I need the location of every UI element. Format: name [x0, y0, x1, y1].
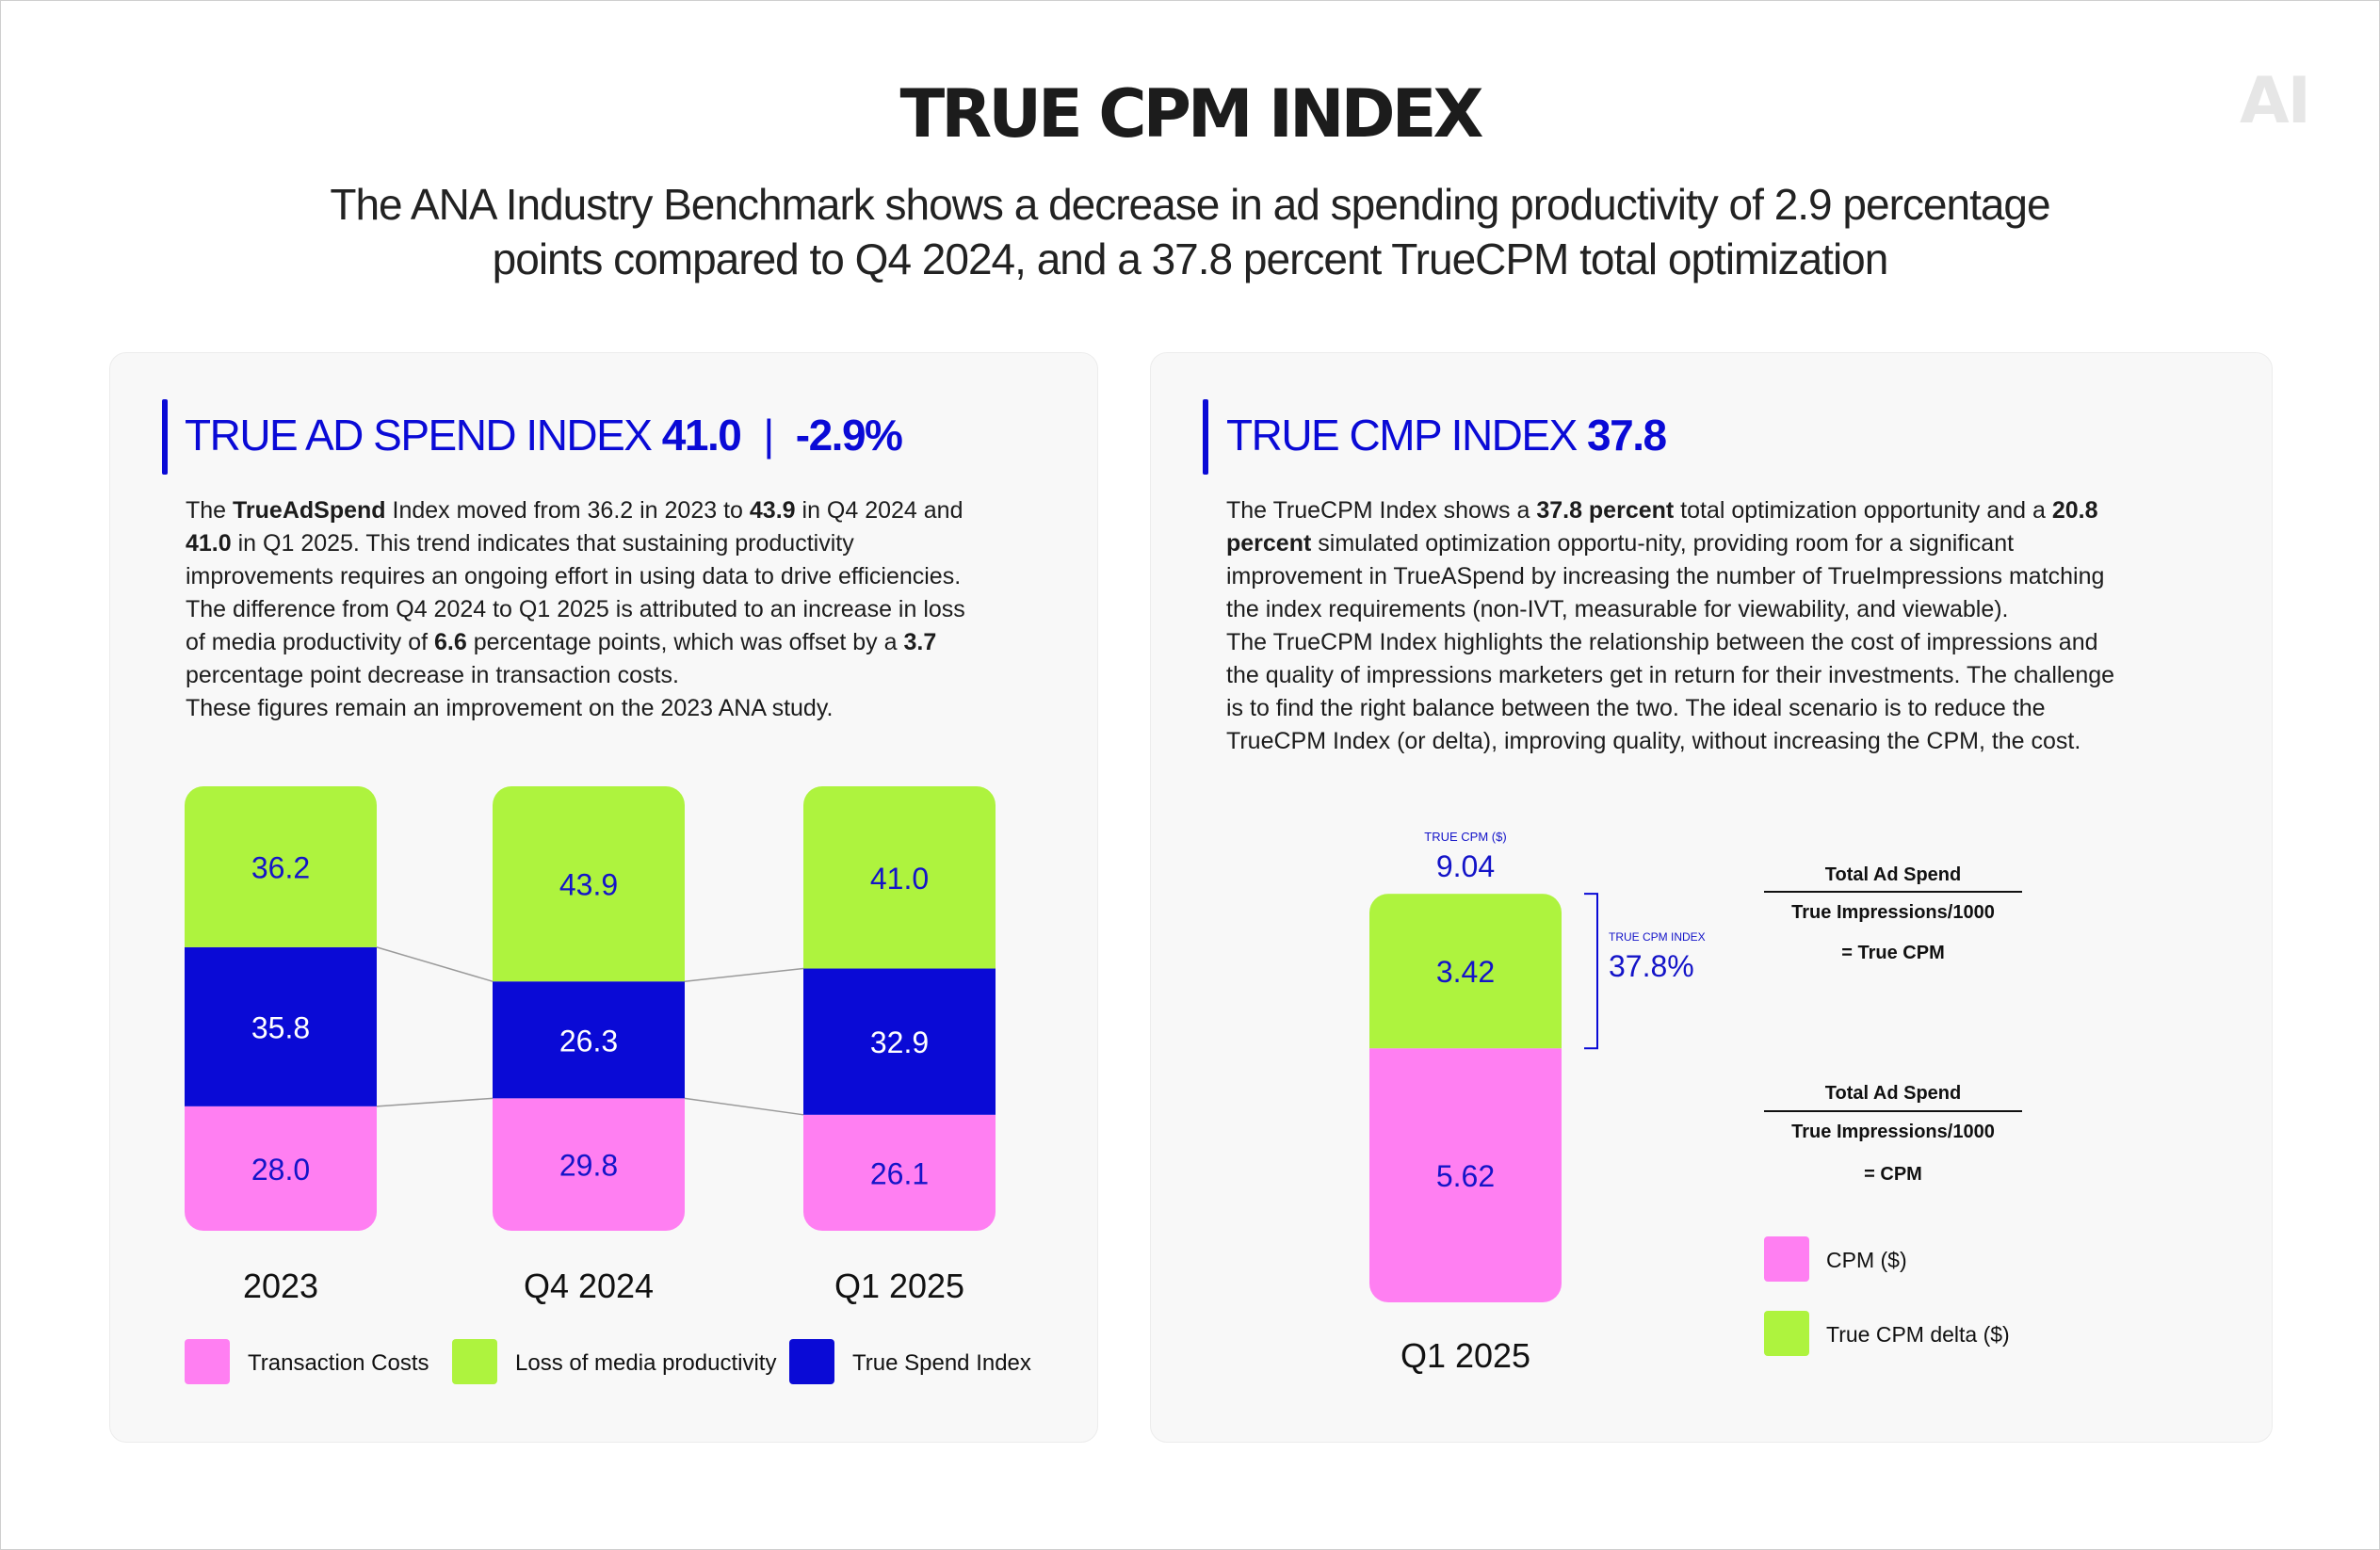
cpm-legend-label-true-cpm-delta: True CPM delta ($) [1826, 1322, 2010, 1347]
true-cpm-total-value: 9.04 [1436, 849, 1495, 883]
right-heading-accent [1203, 399, 1208, 475]
bar-q1-2025-loss-of-media-productivity [803, 786, 996, 969]
left-heading-separator: | [763, 411, 774, 460]
cpm-bar-true-cpm-delta [1369, 894, 1562, 1049]
bar-label-q4-2024-loss-of-media-productivity: 43.9 [559, 868, 618, 902]
bar-label-q4-2024-true-spend-index: 26.3 [559, 1024, 618, 1058]
formula-2-result: = CPM [1864, 1164, 1922, 1185]
bar-q4-2024-loss-of-media-productivity [493, 786, 685, 982]
right-heading: TRUE CMP INDEX 37.8 [1226, 407, 1667, 463]
bar-label-2023-loss-of-media-productivity: 36.2 [251, 850, 310, 884]
true-cpm-total-caption: TRUE CPM ($) [1424, 830, 1506, 844]
connector-line-0-0 [376, 1097, 494, 1107]
left-heading: TRUE AD SPEND INDEX 41.0 | -2.9% [185, 407, 903, 463]
x-tick-q1-2025: Q1 2025 [834, 1267, 964, 1305]
left-heading-value: 41.0 [661, 411, 742, 460]
bar-label-q4-2024-transaction-costs: 29.8 [559, 1149, 618, 1183]
bracket-value: 37.8% [1609, 949, 1694, 983]
brand-logo: AI [2240, 64, 2311, 138]
right-heading-value: 37.8 [1587, 411, 1667, 460]
connector-line-1-1 [684, 967, 804, 982]
legend-label-loss-of-media-productivity: Loss of media productivity [515, 1350, 776, 1376]
bar-label-q1-2025-transaction-costs: 26.1 [870, 1156, 929, 1190]
left-heading-accent [162, 399, 168, 475]
delta-bracket [1584, 893, 1598, 1050]
formula-true-cpm: Total Ad Spend True Impressions/1000 = T… [1764, 864, 2022, 963]
cpm-legend-swatch-true-cpm-delta [1764, 1311, 1809, 1356]
bar-q4-2024-transaction-costs [493, 1098, 685, 1231]
bar-q1-2025-true-spend-index [803, 968, 996, 1115]
subtitle-line-1: The ANA Industry Benchmark shows a decre… [330, 180, 2050, 229]
formula-cpm: Total Ad Spend True Impressions/1000 = C… [1764, 1083, 2022, 1185]
formula-1-numerator: Total Ad Spend [1825, 864, 1961, 885]
bracket-caption: TRUE CPM INDEX [1609, 930, 1706, 944]
x-tick-2023: 2023 [243, 1267, 318, 1305]
cpm-bar-label-cpm: 5.62 [1436, 1159, 1495, 1193]
cpm-legend-label-cpm: CPM ($) [1826, 1248, 1907, 1272]
bar-label-2023-transaction-costs: 28.0 [251, 1153, 310, 1187]
connector-line-1-0 [684, 1097, 804, 1116]
bar-label-2023-true-spend-index: 35.8 [251, 1010, 310, 1044]
bar-label-q1-2025-loss-of-media-productivity: 41.0 [870, 862, 929, 896]
cpm-bar-cpm [1369, 1048, 1562, 1302]
legend-label-transaction-costs: Transaction Costs [248, 1350, 429, 1376]
bar-2023-true-spend-index [185, 946, 377, 1106]
right-paragraph: The TrueCPM Index shows a 37.8 percent t… [1226, 497, 2115, 754]
bar-q1-2025-transaction-costs [803, 1114, 996, 1231]
formula-2-numerator: Total Ad Spend [1825, 1083, 1961, 1104]
formula-2-denominator: True Impressions/1000 [1791, 1122, 1995, 1142]
page-title: TRUE CPM INDEX [899, 75, 1484, 153]
subtitle-line-2: points compared to Q4 2024, and a 37.8 p… [492, 234, 1889, 283]
bar-2023-transaction-costs [185, 1106, 377, 1231]
bar-label-q1-2025-true-spend-index: 32.9 [870, 1025, 929, 1059]
connector-line-0-1 [376, 946, 494, 982]
cpm-x-tick: Q1 2025 [1400, 1336, 1530, 1375]
cpm-bar-label-true-cpm-delta: 3.42 [1436, 955, 1495, 989]
true-cpm-card [1150, 352, 2273, 1443]
right-heading-label: TRUE CMP INDEX [1226, 411, 1588, 460]
page-subtitle: The ANA Industry Benchmark shows a decre… [0, 177, 2380, 286]
left-heading-change: -2.9% [795, 411, 903, 460]
legend-swatch-true-spend-index [789, 1339, 834, 1384]
bar-2023-loss-of-media-productivity [185, 786, 377, 947]
formula-1-result: = True CPM [1841, 943, 1944, 963]
left-paragraph: The TrueAdSpend Index moved from 36.2 in… [186, 497, 965, 721]
legend-swatch-loss-of-media-productivity [452, 1339, 497, 1384]
left-heading-label: TRUE AD SPEND INDEX [185, 411, 662, 460]
cpm-legend-swatch-cpm [1764, 1236, 1809, 1282]
formula-1-denominator: True Impressions/1000 [1791, 902, 1995, 923]
bar-q4-2024-true-spend-index [493, 981, 685, 1099]
legend-swatch-transaction-costs [185, 1339, 230, 1384]
legend-label-true-spend-index: True Spend Index [852, 1350, 1031, 1376]
x-tick-q4-2024: Q4 2024 [524, 1267, 654, 1305]
